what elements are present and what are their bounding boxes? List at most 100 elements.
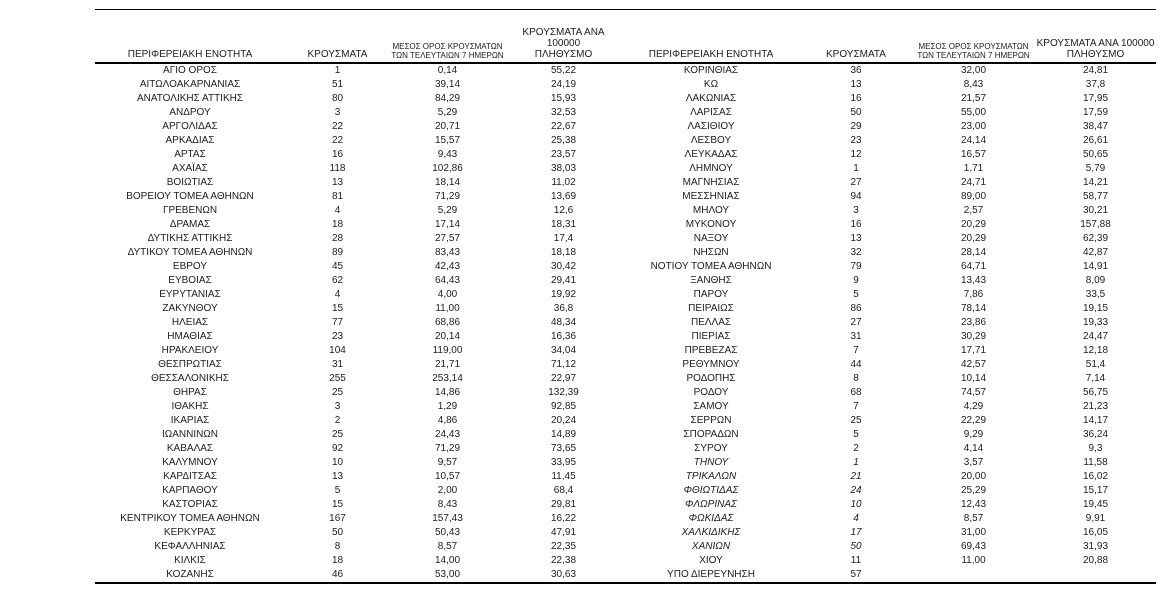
cell-per100k: 17,95 [1082, 93, 1109, 104]
cell-cases: 8 [334, 541, 341, 552]
cell-per100k: 11,45 [551, 471, 576, 482]
cell-per100k: 29,41 [550, 275, 577, 286]
cell-per100k: 24,47 [1082, 331, 1109, 342]
cell-avg7: 4,14 [963, 443, 984, 454]
cell-avg7: 9,43 [437, 149, 458, 160]
table-row: ΗΡΑΚΛΕΙΟΥ 104 119,00 34,04 ΠΡΕΒΕΖΑΣ 7 17,71 12,… [95, 344, 1156, 358]
cell-avg7: 1,29 [437, 401, 458, 412]
cell-region: ΡΟΔΟΥ [693, 387, 729, 398]
cell-avg7: 1,71 [963, 163, 984, 174]
cell-per100k: 24,19 [550, 79, 577, 90]
cell-avg7: 157,43 [432, 513, 463, 524]
cell-cases: 118 [329, 163, 346, 174]
cell-avg7: 0,14 [437, 65, 458, 76]
cell-avg7: 32,00 [960, 65, 987, 76]
cell-cases: 31 [850, 331, 862, 342]
cell-avg7: 8,57 [963, 513, 984, 524]
cell-per100k: 29,81 [550, 499, 577, 510]
cell-cases: 28 [331, 233, 344, 244]
cell-region: ΑΡΓΟΛΙΔΑΣ [162, 121, 218, 132]
cell-per100k: 55,22 [550, 65, 577, 76]
cell-cases: 23 [331, 331, 344, 342]
cell-per100k: 33,95 [550, 457, 577, 468]
table-row: ΚΑΛΥΜΝΟΥ 10 9,57 33,95 ΤΗΝΟΥ 1 3,57 11,58 [95, 456, 1156, 470]
cell-avg7: 17,71 [960, 345, 987, 356]
cell-avg7: 28,14 [960, 247, 987, 258]
cell-cases: 3 [334, 107, 341, 118]
cell-per100k: 42,87 [1082, 247, 1109, 258]
table-row: ΙΘΑΚΗΣ 3 1,29 92,85 ΣΑΜΟΥ 7 4,29 21,23 [95, 400, 1156, 414]
cell-avg7: 253,14 [432, 373, 463, 384]
table-row: ΗΛΕΙΑΣ 77 68,86 48,34 ΠΕΛΛΑΣ 27 23,86 19,33 [95, 316, 1156, 330]
col-header-label: ΚΡΟΥΣΜΑΤΑ [826, 49, 886, 60]
cell-cases: 1 [853, 163, 859, 174]
cell-per100k: 33,5 [1085, 289, 1106, 300]
cell-avg7: 9,29 [963, 429, 984, 440]
cell-avg7: 21,71 [434, 359, 461, 370]
cell-cases: 46 [331, 569, 344, 580]
cell-cases: 27 [850, 317, 862, 328]
cell-per100k: 18,31 [550, 219, 577, 230]
cell-region: ΙΘΑΚΗΣ [171, 401, 209, 412]
cell-region: ΝΗΣΩΝ [693, 247, 729, 258]
cell-cases: 2 [853, 443, 859, 454]
cell-per100k: 62,39 [1082, 233, 1109, 244]
cell-per100k: 26,61 [1082, 135, 1109, 146]
cell-per100k: 15,17 [1082, 485, 1109, 496]
cell-region: ΡΟΔΟΠΗΣ [686, 373, 736, 384]
cell-region: ΗΡΑΚΛΕΙΟΥ [161, 345, 219, 356]
table-row: ΑΡΓΟΛΙΔΑΣ 22 20,71 22,67 ΛΑΣΙΘΙΟΥ 29 23,00 38,4… [95, 120, 1156, 134]
cell-avg7: 18,14 [434, 177, 461, 188]
cell-avg7: 20,14 [434, 331, 461, 342]
table-row: ΔΡΑΜΑΣ 18 17,14 18,31 ΜΥΚΟΝΟΥ 16 20,29 157,88 [95, 218, 1156, 232]
cell-cases: 7 [853, 401, 859, 412]
cell-region: ΚΕΦΑΛΛΗΝΙΑΣ [154, 541, 226, 552]
cell-cases: 22 [331, 135, 344, 146]
table-row: ΕΥΒΟΙΑΣ 62 64,43 29,41 ΞΑΝΘΗΣ 9 13,43 8,09 [95, 274, 1156, 288]
col-header-label: ΜΕΣΟΣ ΟΡΟΣ ΚΡΟΥΣΜΑΤΩΝ ΤΩΝ ΤΕΛΕΥΤΑΙΩΝ 7 Η… [917, 42, 1030, 60]
cell-avg7: 84,29 [434, 93, 461, 104]
cell-avg7: 24,14 [960, 135, 987, 146]
cell-per100k: 14,21 [1082, 177, 1109, 188]
cell-region: ΕΥΡΥΤΑΝΙΑΣ [159, 289, 221, 300]
cell-cases: 36 [850, 65, 862, 76]
table-row: ΕΥΡΥΤΑΝΙΑΣ 4 4,00 19,92 ΠΑΡΟΥ 5 7,86 33,5 [95, 288, 1156, 302]
cell-region: ΑΝΔΡΟΥ [169, 107, 211, 118]
table-row: ΑΧΑΪΑΣ 118 102,86 38,03 ΛΗΜΝΟΥ 1 1,71 5,79 [95, 162, 1156, 176]
regional-units-table: ΠΕΡΙΦΕΡΕΙΑΚΗ ΕΝΟΤΗΤΑ ΚΡΟΥΣΜΑΤΑ ΜΕΣΟΣ ΟΡΟ… [95, 9, 1156, 584]
cell-avg7: 2,57 [963, 205, 984, 216]
cell-region: ΚΕΡΚΥΡΑΣ [163, 527, 217, 538]
cell-cases: 16 [850, 219, 862, 230]
cell-avg7: 71,29 [434, 191, 461, 202]
cell-region: ΘΕΣΣΑΛΟΝΙΚΗΣ [151, 373, 229, 384]
cell-per100k: 71,12 [550, 359, 577, 370]
cell-avg7: 39,14 [434, 79, 461, 90]
cell-cases: 15 [331, 499, 344, 510]
cell-per100k: 18,18 [550, 247, 577, 258]
cell-cases: 13 [331, 177, 344, 188]
cell-region: ΠΙΕΡΙΑΣ [691, 331, 731, 342]
cell-region: ΔΥΤΙΚΟΥ ΤΟΜΕΑ ΑΘΗΝΩΝ [127, 247, 253, 258]
cell-per100k: 30,63 [550, 569, 577, 580]
cell-per100k: 92,85 [550, 401, 577, 412]
cell-cases: 13 [850, 79, 862, 90]
cell-cases: 2 [334, 415, 341, 426]
table-row: ΑΓΙΟ ΟΡΟΣ 1 0,14 55,22 ΚΟΡΙΝΘΙΑΣ 36 32,00 24,81 [95, 63, 1156, 78]
cell-region: ΛΗΜΝΟΥ [689, 163, 733, 174]
table-header-row: ΠΕΡΙΦΕΡΕΙΑΚΗ ΕΝΟΤΗΤΑ ΚΡΟΥΣΜΑΤΑ ΜΕΣΟΣ ΟΡΟ… [95, 9, 1156, 64]
cell-avg7: 7,86 [963, 289, 984, 300]
table-row: ΚΕΝΤΡΙΚΟΥ ΤΟΜΕΑ ΑΘΗΝΩΝ 167 157,43 16,22 ΦΩΚΙ… [95, 512, 1156, 526]
cell-cases: 4 [853, 513, 859, 524]
cell-avg7: 12,43 [960, 499, 987, 510]
cell-avg7: 22,29 [960, 415, 987, 426]
cell-avg7: 4,86 [437, 415, 458, 426]
cell-cases: 27 [850, 177, 862, 188]
cell-region: ΚΩ [703, 79, 719, 90]
cell-per100k: 20,88 [1082, 555, 1109, 566]
cell-per100k: 37,8 [1085, 79, 1106, 90]
cell-cases: 1 [334, 65, 341, 76]
cell-avg7: 68,86 [434, 317, 461, 328]
cell-avg7: 83,43 [434, 247, 461, 258]
cell-per100k: 22,38 [550, 555, 577, 566]
cell-cases: 89 [331, 247, 344, 258]
